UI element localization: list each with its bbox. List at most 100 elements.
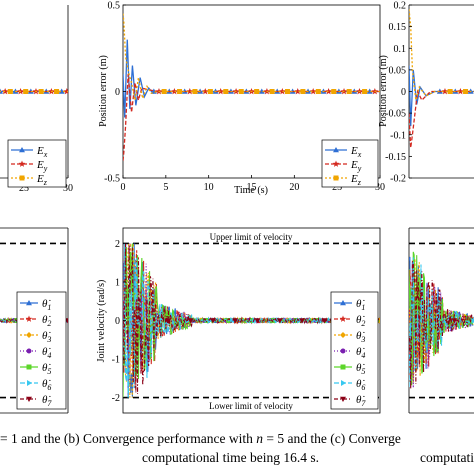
a2-legend-entries-marker-theta2 xyxy=(25,315,33,322)
b1-series-series-Ex-line xyxy=(123,39,380,118)
c1-series-series-Ey-marker xyxy=(457,88,464,95)
a1-legend-entries-label-Ey: Ey xyxy=(36,159,48,173)
b2-legend-entries-label-theta6: θ̇6 xyxy=(356,378,365,392)
b1-xtick-label: 20 xyxy=(289,182,299,193)
a1-legend-entries-marker-Ey xyxy=(18,160,26,167)
b2-legend-entries-marker-theta5 xyxy=(340,364,346,370)
b2-legend: θ̇1 θ̇2 θ̇3 θ̇4 θ̇5 θ̇6 θ̇7 xyxy=(330,291,379,410)
b2-series-series-theta6-marker xyxy=(207,317,213,324)
b1-series-series-Ey-marker xyxy=(217,88,224,95)
b1-series-series-Ex-marker xyxy=(258,88,265,94)
b1-series-series-Ey-marker xyxy=(279,88,286,95)
a2-legend-entries-label-theta7: θ̇7 xyxy=(42,394,52,408)
c1-series-series-Ex-line xyxy=(409,65,474,127)
b1-series-series-Ez-marker xyxy=(238,89,244,94)
b1-series-series-Ey-marker xyxy=(294,88,302,95)
a1-series-series-Ez-marker xyxy=(54,89,60,94)
b2-lower-limit-label: Lower limit of velocity xyxy=(209,401,293,411)
a2-legend-entries-marker-theta3 xyxy=(26,332,32,338)
b1-xtick-label: 15 xyxy=(247,182,257,193)
c1-ytick-label: 0.15 xyxy=(389,22,407,33)
b2-series-series-theta7-marker xyxy=(321,318,328,324)
b2-ytick-label: 0 xyxy=(115,316,120,327)
c1-series-series-Ez-marker xyxy=(463,89,469,94)
a1-series-series-Ey-marker xyxy=(63,88,68,95)
b1-ytick-label: -0.5 xyxy=(104,174,120,185)
caption-a-tail: = 1 and the (b) Convergence performance … xyxy=(0,431,253,446)
b2-legend-entries-label-theta3: θ̇3 xyxy=(356,330,365,344)
b1-series-series-Ez-marker xyxy=(300,89,306,94)
caption-b-var: n xyxy=(256,431,264,446)
b2-legend-entries-label-theta1: θ̇1 xyxy=(356,298,365,312)
b1-series-series-Ey-marker xyxy=(309,88,317,95)
a2-legend-entries-label-theta5: θ̇5 xyxy=(42,362,51,376)
b1-xtick-label: 25 xyxy=(332,182,342,193)
a1-series-series-Ez-marker xyxy=(23,89,29,94)
b1-legend-entries-marker-Ex xyxy=(333,147,339,153)
b2-legend-entries-label-theta4: θ̇4 xyxy=(356,346,365,360)
a1-series-series-Ez-marker xyxy=(7,89,13,94)
panel-c-velocity xyxy=(408,227,474,414)
b1-series-series-Ez-marker xyxy=(284,89,290,94)
b1-series-series-Ex-marker xyxy=(366,88,373,94)
b1-series-series-Ey-line xyxy=(123,74,380,161)
b2-series-series-theta7-marker xyxy=(165,318,172,324)
a1-series-series-Ex-marker xyxy=(0,88,3,94)
b1-ylabel: Position error (m) xyxy=(98,55,109,127)
b1-series-series-Ex-marker xyxy=(181,88,188,94)
a2-legend-entries-label-theta4: θ̇4 xyxy=(42,346,51,360)
b1-series-series-Ez-marker xyxy=(331,89,337,94)
c1-ytick-label: 0.05 xyxy=(389,65,407,76)
c1-ytick-label: 0.2 xyxy=(394,1,407,12)
b1-legend-entries-marker-Ey xyxy=(332,160,340,167)
c1-ytick-label: -0.05 xyxy=(385,109,406,120)
caption-c-line-2: computational xyxy=(420,450,474,465)
b1-legend-entries-label-Ez: Ez xyxy=(350,173,362,187)
b1-series-series-Ey-marker xyxy=(186,88,194,95)
b2-legend-entries-label-theta2: θ̇2 xyxy=(356,314,365,328)
a1-xtick-label-30: 30 xyxy=(63,183,73,194)
b2-ytick-label: 2 xyxy=(115,239,120,250)
b1-series-series-Ez-marker xyxy=(207,89,213,94)
a1-series-series-Ex-marker xyxy=(58,88,65,94)
c1-ytick-label: -0.1 xyxy=(390,130,406,141)
c2-series-series-theta7-marker xyxy=(451,318,458,324)
c1-series-series-Ey-line xyxy=(409,89,474,148)
a1-xtick-label-25: 25 xyxy=(19,183,29,194)
b1-series-series-Ez-marker xyxy=(161,89,167,94)
b2-legend-entries-marker-theta1 xyxy=(340,300,346,306)
b2-series-series-theta7-marker xyxy=(276,318,283,324)
b2-legend-entries-marker-theta4 xyxy=(340,348,346,354)
a2-legend-entries-marker-theta7 xyxy=(26,396,32,402)
b2-series-series-theta7-marker xyxy=(254,318,261,324)
b1-series-series-Ez-marker xyxy=(177,89,183,94)
c1-ytick-label: -0.15 xyxy=(385,152,406,163)
b2-upper-limit-label: Upper limit of velocity xyxy=(210,232,293,242)
b2-series-series-theta6-marker xyxy=(185,317,191,324)
b2-series-series-theta7-marker xyxy=(232,318,239,324)
b1-series-series-Ez-line xyxy=(123,13,380,101)
b2-legend-entries-marker-theta3 xyxy=(340,332,346,338)
b2-ytick-label: -2 xyxy=(112,393,120,404)
c1-ytick-label: 0.1 xyxy=(394,44,407,55)
b2-series-series-theta7-line xyxy=(123,243,380,395)
b1-series-series-Ey-marker xyxy=(201,88,209,95)
b1-legend-entries-label-Ex: Ex xyxy=(350,145,362,159)
b1-series-series-Ez-marker xyxy=(315,89,321,94)
c1-series-series-Ez-marker xyxy=(447,89,453,94)
b2-legend-entries-marker-theta6 xyxy=(341,380,346,386)
b1-ytick-label: 0.5 xyxy=(108,1,121,12)
b2-legend-box xyxy=(330,291,379,410)
c1-series-series-Ey-marker xyxy=(441,88,449,95)
b1-series-series-Ey-marker xyxy=(325,88,332,95)
b2-series-series-theta7-marker xyxy=(299,318,306,324)
c2-series-series-theta5-line xyxy=(409,251,474,386)
a2-legend-entries-marker-theta4 xyxy=(26,348,32,354)
a1-series-series-Ez-marker xyxy=(38,89,44,94)
b1-series-series-Ez-marker xyxy=(269,89,275,94)
b1-legend-box xyxy=(321,139,379,188)
b1-xtick-label: 5 xyxy=(163,182,168,193)
a2-legend-entries-label-theta6: θ̇6 xyxy=(42,378,51,392)
